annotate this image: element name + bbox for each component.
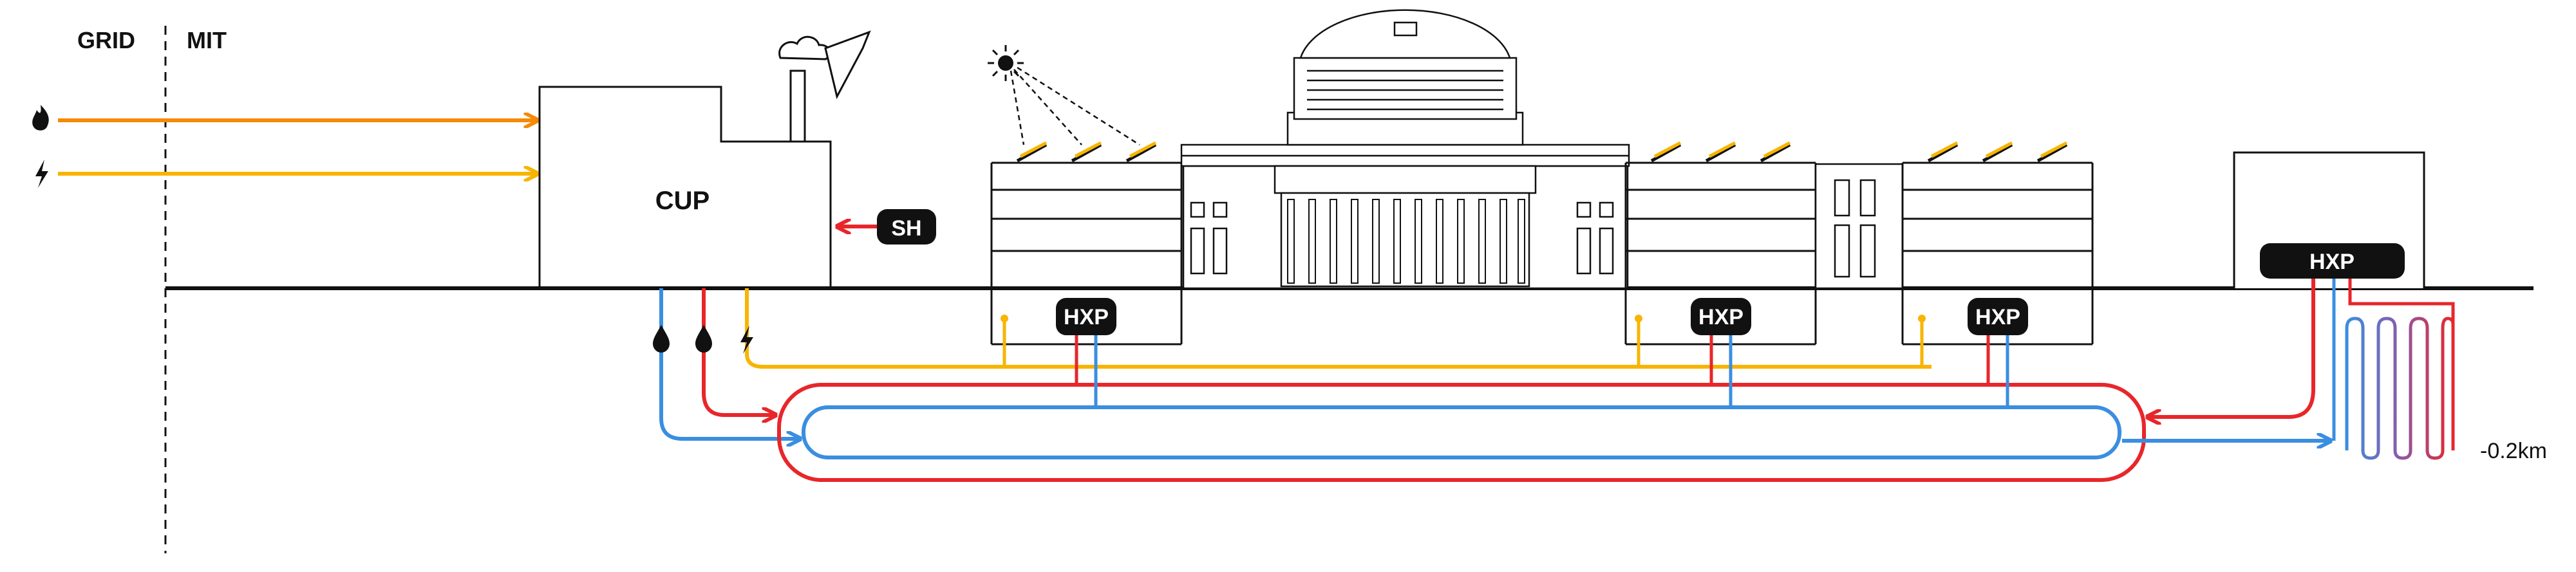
hxp-badge-geothermal xyxy=(2260,243,2405,279)
hxp-label: HXP xyxy=(1698,305,1744,329)
solar-panel-icon xyxy=(1927,141,2068,163)
sh-label: SH xyxy=(891,216,921,241)
building-1 xyxy=(990,161,1183,346)
hot-water-loop xyxy=(777,383,2146,482)
hot-water-line xyxy=(702,288,776,415)
cup-chimney xyxy=(789,69,806,143)
depth-label: -0.2km xyxy=(2480,439,2547,463)
connector-building xyxy=(1814,163,1904,290)
hxp-label: HXP xyxy=(1064,305,1109,329)
chilled-water-loop xyxy=(802,405,2121,459)
mit-label: MIT xyxy=(187,27,227,53)
chilled-water-line xyxy=(659,288,800,439)
lightning-icon xyxy=(35,160,48,188)
grid-label: GRID xyxy=(77,27,135,53)
great-dome xyxy=(1180,9,1630,290)
hxp-label: HXP xyxy=(1975,305,2020,329)
hxp-badge-building-2 xyxy=(1691,298,1751,335)
sun-rays xyxy=(1010,66,1140,146)
hxp-badge-building-1 xyxy=(1056,298,1116,335)
building-3 xyxy=(1901,161,2094,346)
sun-icon xyxy=(988,45,1024,81)
water-drop-icon xyxy=(653,325,670,353)
hxp-badge-building-3 xyxy=(1968,298,2028,335)
sh-badge xyxy=(877,209,936,244)
geothermal-hot-return xyxy=(2147,273,2315,417)
cup-label: CUP xyxy=(655,187,710,215)
solar-panel-icon xyxy=(1650,141,1791,163)
hxp-label: HXP xyxy=(2309,250,2355,274)
smoke-cloud-icon xyxy=(778,30,871,100)
electricity-distribution-line xyxy=(745,288,1932,369)
hxp-connections xyxy=(1075,335,2009,407)
lightning-icon xyxy=(740,326,753,354)
cup-building xyxy=(538,86,832,288)
building-electricity-drops xyxy=(1001,315,1926,367)
solar-panel-icon xyxy=(1016,141,1157,163)
borehole-field xyxy=(2345,317,2455,460)
water-drop-icon xyxy=(695,325,712,353)
flame-icon xyxy=(32,105,49,131)
geothermal-link-red xyxy=(2348,273,2455,450)
